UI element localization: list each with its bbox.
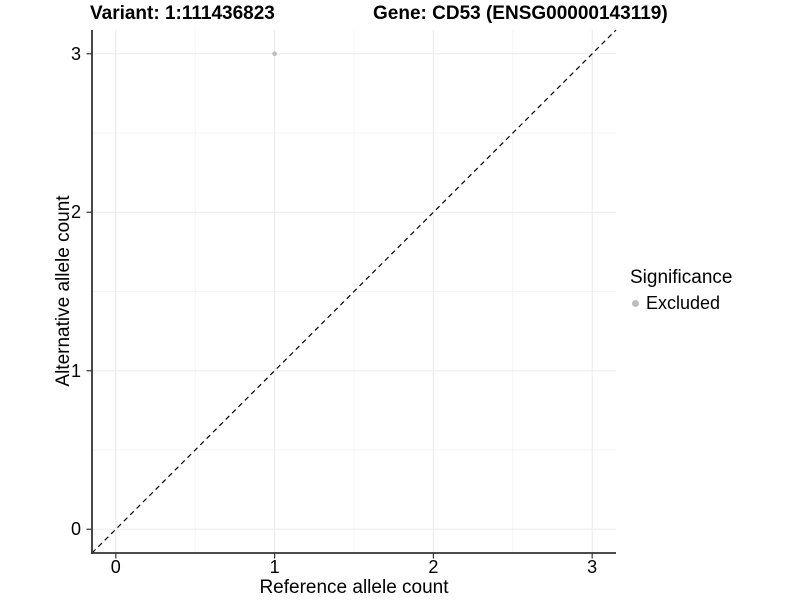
data-point [272,51,277,57]
y-tick-label: 0 [70,519,81,540]
x-axis-title: Reference allele count [259,577,449,598]
plot-title-gene: Gene: CD53 (ENSG00000143119) [373,3,668,24]
y-axis-title: Alternative allele count [53,195,74,387]
x-tick-label: 1 [269,557,280,577]
x-tick-label: 0 [110,557,121,577]
x-tick-label: 3 [587,557,598,577]
x-tick-label: 2 [428,557,439,577]
legend-entry-label: Excluded [646,293,721,313]
y-tick-label: 2 [70,202,81,223]
legend-entry-excluded: Excluded [630,293,795,314]
legend-title: Significance [630,267,733,288]
y-tick-label: 3 [70,43,81,64]
excluded-point-icon [632,300,639,307]
plot-title-variant: Variant: 1:111436823 [90,3,275,24]
y-tick-label: 1 [70,360,81,381]
identity-dashed-line [91,29,617,554]
legend: Significance Excluded [630,267,795,314]
